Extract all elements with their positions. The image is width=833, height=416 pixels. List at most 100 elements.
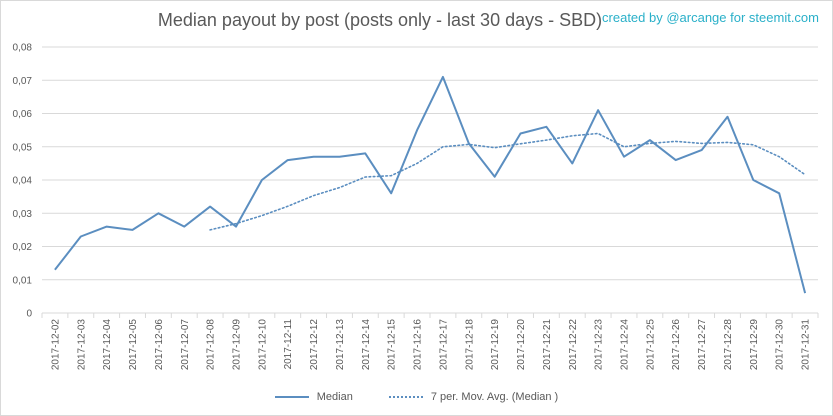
x-tick-label: 2017-12-05 xyxy=(128,319,139,371)
x-tick-label: 2017-12-19 xyxy=(490,319,501,371)
x-tick-label: 2017-12-11 xyxy=(283,319,294,370)
x-tick-label: 2017-12-22 xyxy=(568,319,579,371)
x-tick-label: 2017-12-16 xyxy=(413,319,424,371)
data-point-moving-average xyxy=(777,154,782,159)
data-point-median xyxy=(259,178,264,183)
data-point-median xyxy=(208,204,213,209)
y-tick-label: 0,05 xyxy=(13,142,33,153)
y-tick-label: 0,06 xyxy=(13,109,33,120)
data-point-moving-average xyxy=(622,144,627,149)
data-point-moving-average xyxy=(311,193,316,198)
series-line-moving-average xyxy=(209,132,806,231)
x-tick-label: 2017-12-24 xyxy=(620,319,631,371)
legend-swatch-solid xyxy=(274,396,309,398)
data-point-median xyxy=(518,131,523,136)
series-line-median xyxy=(54,75,807,294)
data-point-median xyxy=(415,128,420,133)
y-tick-label: 0,03 xyxy=(13,209,33,220)
x-tick-label: 2017-12-12 xyxy=(309,319,320,371)
x-tick-label: 2017-12-31 xyxy=(801,319,812,371)
x-tick-label: 2017-12-04 xyxy=(102,319,113,371)
data-point-median xyxy=(311,154,316,159)
data-point-median xyxy=(492,174,497,179)
data-point-median xyxy=(78,234,83,239)
x-tick-label: 2017-12-15 xyxy=(387,319,398,371)
x-tick-label: 2017-12-27 xyxy=(697,319,708,371)
x-tick-label: 2017-12-20 xyxy=(516,319,527,371)
y-tick-label: 0,08 xyxy=(13,43,33,54)
legend-label-median: Median xyxy=(316,391,353,403)
data-point-moving-average xyxy=(647,141,652,146)
x-tick-label: 2017-12-29 xyxy=(749,319,760,371)
data-point-median xyxy=(130,227,135,232)
x-tick-label: 2017-12-10 xyxy=(257,319,268,371)
data-point-median xyxy=(440,74,445,79)
data-point-median xyxy=(337,154,342,159)
credit-text: created by @arcange for steemit.com xyxy=(602,10,819,25)
legend-label-moving-average: 7 per. Mov. Avg. (Median ) xyxy=(430,391,559,403)
x-tick-label: 2017-12-08 xyxy=(206,319,217,371)
data-point-median xyxy=(622,154,627,159)
data-point-moving-average xyxy=(259,213,264,218)
x-tick-label: 2017-12-30 xyxy=(775,319,786,371)
x-tick-label: 2017-12-17 xyxy=(438,319,449,371)
x-tick-label: 2017-12-06 xyxy=(154,319,165,371)
y-tick-label: 0 xyxy=(26,309,32,320)
data-point-moving-average xyxy=(518,141,523,146)
data-point-moving-average xyxy=(389,173,394,178)
legend-item-moving-average: 7 per. Mov. Avg. (Median ) xyxy=(388,391,559,403)
data-point-moving-average xyxy=(751,142,756,147)
x-tick-label: 2017-12-21 xyxy=(542,319,553,371)
x-tick-label: 2017-12-03 xyxy=(76,319,87,371)
data-point-moving-average xyxy=(673,139,678,144)
y-tick-label: 0,04 xyxy=(13,176,33,187)
x-tick-label: 2017-12-02 xyxy=(50,319,61,371)
y-tick-label: 0,07 xyxy=(13,76,33,87)
data-point-median xyxy=(751,178,756,183)
x-tick-label: 2017-12-28 xyxy=(723,319,734,371)
data-point-median xyxy=(673,158,678,163)
data-point-median xyxy=(570,161,575,166)
x-tick-label: 2017-12-18 xyxy=(464,319,475,371)
legend-swatch-dotted xyxy=(388,396,423,398)
data-point-moving-average xyxy=(492,145,497,150)
x-tick-label: 2017-12-14 xyxy=(361,319,372,371)
x-tick-label: 2017-12-13 xyxy=(335,319,346,371)
data-point-median xyxy=(596,108,601,113)
data-point-moving-average xyxy=(699,141,704,146)
data-point-moving-average xyxy=(725,140,730,145)
data-point-median xyxy=(544,124,549,129)
data-point-moving-average xyxy=(285,204,290,209)
data-point-median xyxy=(699,148,704,153)
data-point-moving-average xyxy=(466,142,471,147)
data-point-median xyxy=(777,191,782,196)
data-point-median xyxy=(363,151,368,156)
data-point-moving-average xyxy=(596,131,601,136)
data-point-median xyxy=(104,224,109,229)
x-tick-label: 2017-12-23 xyxy=(594,319,605,371)
x-tick-label: 2017-12-09 xyxy=(232,319,243,371)
data-point-median xyxy=(182,224,187,229)
data-point-median xyxy=(285,158,290,163)
y-tick-label: 0,01 xyxy=(13,275,33,286)
data-point-moving-average xyxy=(544,138,549,143)
data-point-moving-average xyxy=(570,133,575,138)
data-point-moving-average xyxy=(803,172,808,177)
data-point-moving-average xyxy=(440,144,445,149)
data-point-moving-average xyxy=(337,185,342,190)
data-point-moving-average xyxy=(415,161,420,166)
data-point-moving-average xyxy=(234,221,239,226)
data-point-median xyxy=(52,267,57,272)
chart-title: Median payout by post (posts only - last… xyxy=(157,10,603,30)
data-point-moving-average xyxy=(363,175,368,180)
data-point-median xyxy=(389,191,394,196)
legend: Median 7 per. Mov. Avg. (Median ) xyxy=(0,389,833,405)
data-point-median xyxy=(156,211,161,216)
x-tick-label: 2017-12-26 xyxy=(671,319,682,371)
data-point-median xyxy=(725,114,730,119)
legend-item-median: Median xyxy=(274,391,353,403)
data-point-moving-average xyxy=(208,227,213,232)
x-tick-label: 2017-12-25 xyxy=(645,319,656,371)
